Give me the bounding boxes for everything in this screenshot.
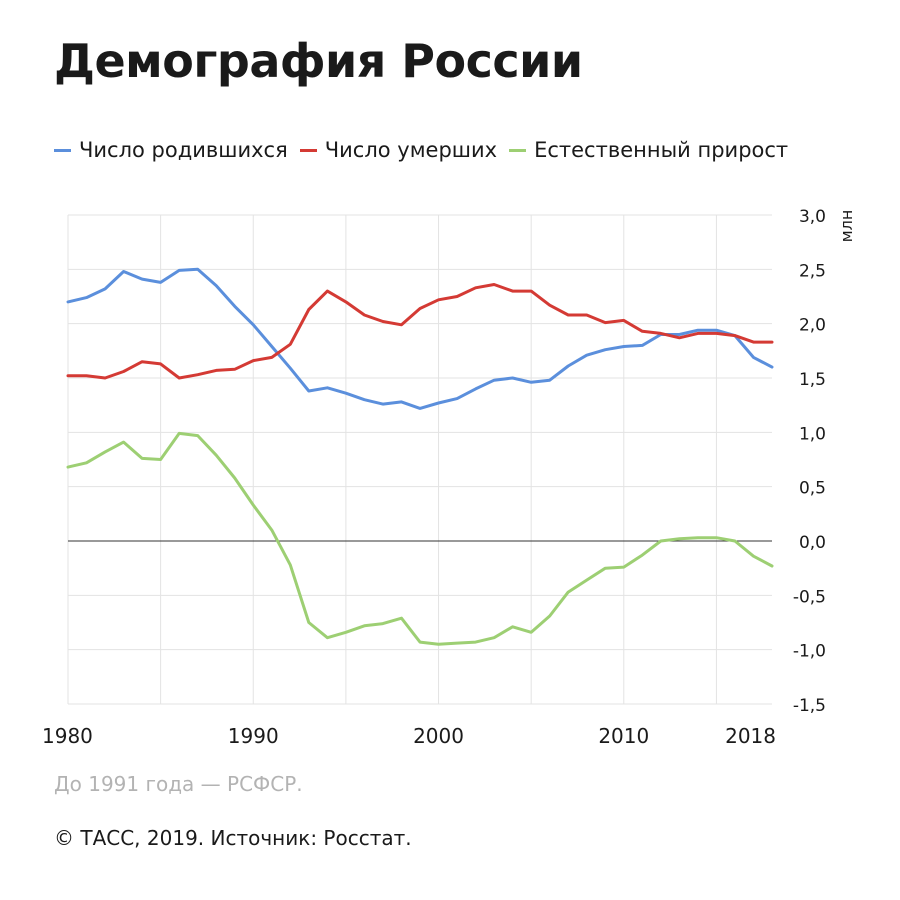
x-tick-label: 1990 (228, 724, 279, 748)
y-tick-label: 3,0 (799, 207, 826, 227)
legend-item: Естественный прирост (509, 138, 788, 162)
chart-legend: Число родившихся Число умерших Естественны… (54, 138, 800, 162)
legend-label: Естественный прирост (534, 138, 789, 162)
page-title: Демография России (54, 34, 583, 88)
x-tick-label: 1980 (42, 724, 93, 748)
legend-swatch (299, 148, 317, 152)
series-line-2 (66, 283, 774, 380)
footnote: До 1991 года — РСФСР. (54, 772, 303, 796)
series-line-1 (66, 267, 774, 410)
y-tick-label: -1,5 (793, 696, 826, 716)
y-tick-label: 2,5 (799, 261, 826, 281)
legend-swatch (509, 148, 527, 152)
series-line-3 (66, 431, 774, 646)
y-tick-label: 1,5 (799, 370, 826, 390)
legend-swatch (54, 148, 71, 152)
y-tick-label: 0,5 (799, 479, 826, 499)
source-credit: © ТАСС, 2019. Источник: Росстат. (54, 826, 412, 850)
legend-label: Число родившихся (79, 138, 288, 162)
x-tick-label: 2018 (725, 724, 776, 748)
y-tick-label: 2,0 (799, 316, 826, 336)
legend-item: Число родившихся (54, 138, 288, 162)
y-tick-label: 0,0 (799, 533, 826, 553)
x-tick-label: 2010 (598, 724, 649, 748)
y-tick-label: 1,0 (799, 424, 826, 444)
legend-label: Число умерших (324, 138, 498, 162)
y-tick-label: -1,0 (793, 642, 826, 662)
y-tick-label: -0,5 (793, 587, 826, 607)
y-axis-unit-label: млн (837, 210, 856, 243)
legend-item: Число умерших (299, 138, 498, 162)
x-tick-label: 2000 (413, 724, 464, 748)
